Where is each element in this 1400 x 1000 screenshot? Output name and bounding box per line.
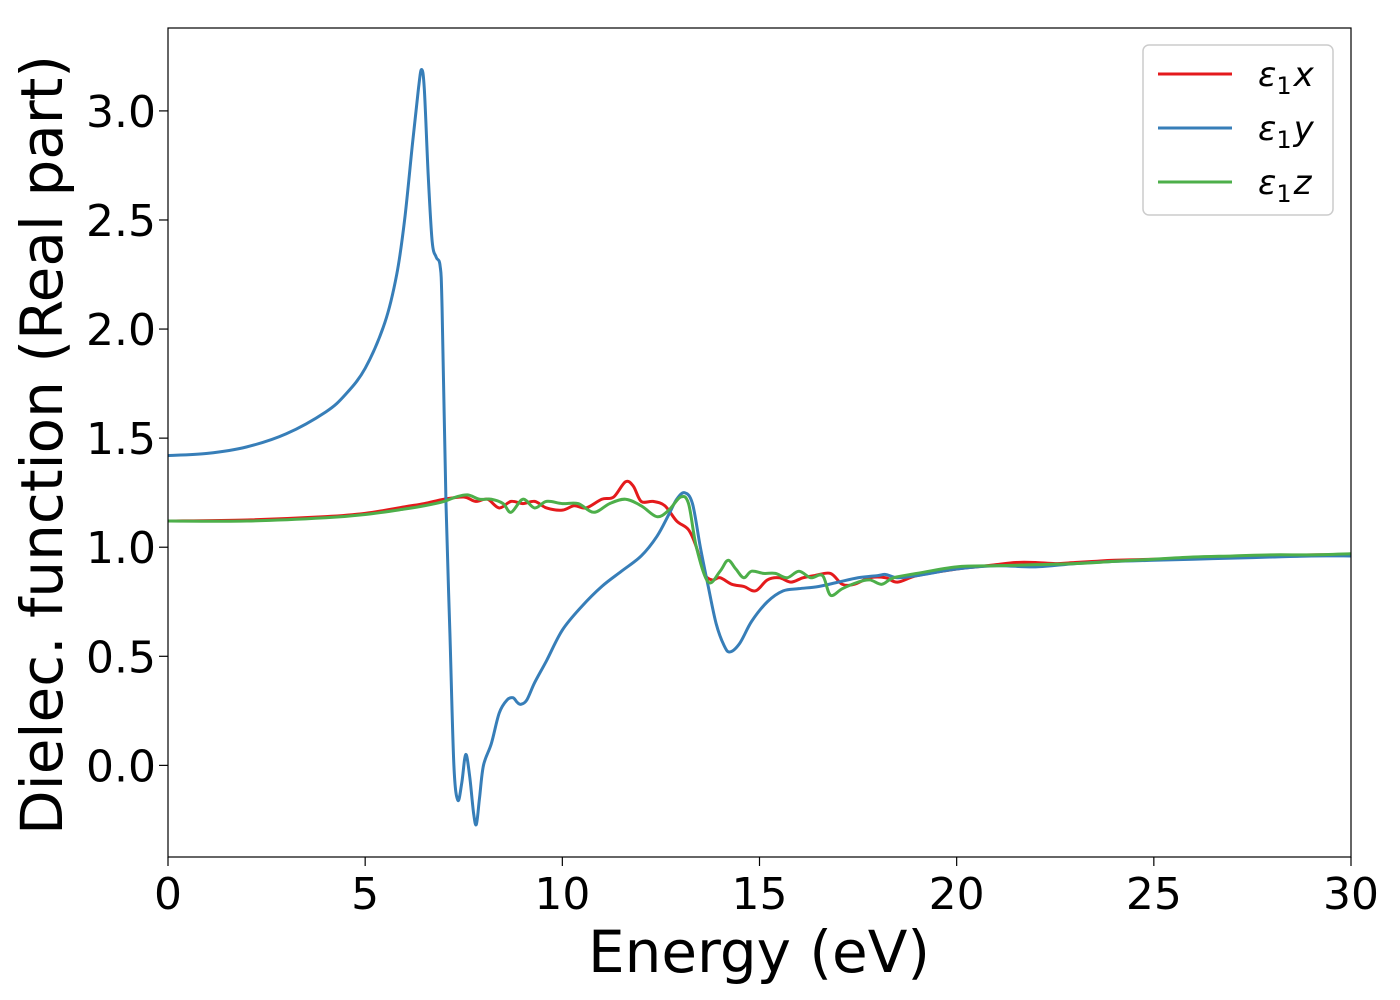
y-tick-label: 2.5 [86, 196, 156, 247]
y-tick-label: 2.0 [86, 305, 156, 356]
x-tick-label: 25 [1126, 869, 1182, 920]
y-tick-label: 0.0 [86, 741, 156, 792]
x-tick-label: 0 [154, 869, 182, 920]
legend-label-variable: x [1293, 55, 1315, 95]
x-axis-ticks: 0 5 10 15 20 25 30 [154, 857, 1379, 920]
series-layer [168, 67, 1351, 827]
y-axis-ticks: 0.0 0.5 1.0 1.5 2.0 2.5 3.0 [86, 87, 168, 792]
legend-label: ε1z [1258, 163, 1313, 208]
legend-label-variable: z [1293, 163, 1313, 203]
x-tick-label: 30 [1323, 869, 1379, 920]
x-axis-label: Energy (eV) [588, 918, 930, 986]
legend-label-symbol: ε [1258, 163, 1276, 203]
y-axis-label: Dielec. function (Real part) [8, 55, 76, 835]
series-line-e1z [168, 493, 1351, 598]
series-line-e1y [168, 67, 1351, 827]
x-tick-label: 10 [534, 869, 590, 920]
x-tick-label: 5 [351, 869, 379, 920]
legend-label: ε1y [1258, 109, 1315, 154]
y-tick-label: 1.5 [86, 414, 156, 465]
y-tick-label: 0.5 [86, 632, 156, 683]
x-tick-label: 20 [929, 869, 985, 920]
x-tick-label: 15 [732, 869, 788, 920]
legend-label-symbol: ε [1258, 55, 1276, 95]
legend-label-symbol: ε [1258, 109, 1276, 149]
legend-box [1142, 44, 1334, 216]
series-line-e1x [168, 479, 1351, 593]
y-tick-label: 1.0 [86, 523, 156, 574]
legend-label-subscript: 1 [1276, 72, 1291, 100]
y-tick-label: 3.0 [86, 87, 156, 138]
plot-frame [167, 27, 1352, 858]
legend-label: ε1x [1258, 55, 1315, 100]
legend-label-subscript: 1 [1276, 126, 1291, 154]
legend-label-subscript: 1 [1276, 180, 1291, 208]
legend-label-variable: y [1293, 109, 1315, 149]
